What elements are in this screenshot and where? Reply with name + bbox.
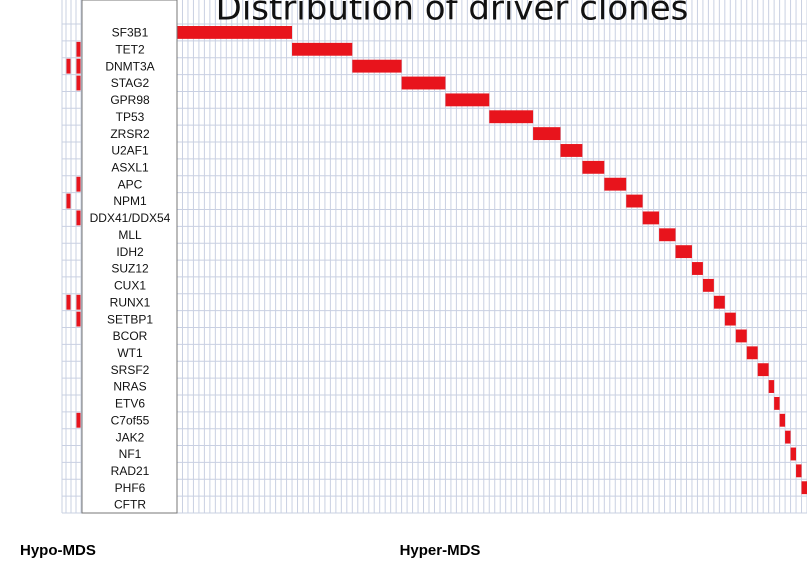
mutation-cell	[76, 176, 81, 192]
gene-label: SUZ12	[111, 262, 149, 276]
mutation-block	[352, 59, 402, 73]
mutation-cell	[76, 311, 81, 327]
mutation-block	[177, 26, 293, 39]
gene-label: JAK2	[116, 430, 145, 444]
mutation-block	[774, 396, 780, 410]
mutation-cell	[76, 294, 81, 310]
gene-label: DDX41/DDX54	[90, 211, 171, 225]
gene-label: C7of55	[111, 413, 150, 427]
gene-label: SETBP1	[107, 312, 153, 326]
mutation-cell	[76, 75, 81, 91]
gene-label-box	[81, 0, 178, 514]
gene-label: MLL	[118, 228, 142, 242]
mutation-block	[489, 110, 534, 124]
gene-label: CUX1	[114, 279, 146, 293]
mutation-cell	[66, 294, 71, 310]
mutation-block	[675, 245, 692, 259]
mutation-block	[713, 295, 725, 309]
labels: SF3B1 TET2 DNMT3A STAG2 GPR98 TP53 ZRSR2 U2AF1 A…	[90, 26, 171, 512]
mutation-block	[735, 329, 747, 343]
mutation-block	[604, 177, 627, 191]
gene-label: ETV6	[115, 397, 145, 411]
group-label: Hyper-MDS	[400, 542, 481, 559]
gene-label: APC	[118, 177, 143, 191]
mutation-block	[582, 160, 605, 174]
mutation-block	[691, 262, 703, 275]
gene-label: DNMT3A	[105, 59, 154, 73]
mutation-block	[724, 312, 736, 326]
gene-label: NF1	[119, 447, 142, 461]
gene-label: TP53	[116, 110, 145, 124]
mutation-block	[659, 228, 676, 242]
mutation-cell	[76, 412, 81, 428]
mutation-block	[796, 464, 802, 478]
mutation-block	[445, 93, 490, 107]
mutation-block	[790, 447, 797, 461]
mutation-block	[768, 380, 775, 393]
mutation-block	[642, 211, 660, 225]
mutation-block	[785, 430, 791, 444]
gene-label: ASXL1	[111, 160, 149, 174]
mutation-cell	[66, 58, 71, 74]
gene-label: PHF6	[115, 481, 146, 495]
mutation-cell	[76, 210, 81, 226]
gene-label: STAG2	[111, 76, 150, 90]
marks	[66, 26, 807, 495]
group-label: Hypo-MDS	[20, 542, 96, 559]
gene-label: NRAS	[113, 380, 146, 394]
mutation-cell	[76, 41, 81, 57]
mutation-block	[401, 76, 446, 90]
grid	[61, 0, 807, 514]
gene-label: BCOR	[113, 329, 148, 343]
mutation-block	[746, 346, 758, 360]
mutation-block	[533, 127, 561, 141]
mutation-block	[702, 278, 714, 292]
mutation-block	[779, 413, 786, 427]
gene-label: NPM1	[113, 194, 147, 208]
gene-label: SRSF2	[111, 363, 150, 377]
mutation-block	[626, 194, 643, 208]
gene-label: RUNX1	[110, 295, 151, 309]
gene-label: GPR98	[110, 93, 150, 107]
gene-label: RAD21	[111, 464, 150, 478]
mutation-block	[801, 481, 807, 495]
gene-label: IDH2	[116, 245, 144, 259]
gene-label: SF3B1	[112, 26, 149, 40]
mutation-block	[292, 42, 353, 56]
gene-label: CFTR	[114, 498, 146, 512]
chart-title: Distribution of driver clones	[216, 0, 689, 29]
mutation-block	[560, 144, 583, 157]
mutation-cell	[66, 193, 71, 209]
gene-label: ZRSR2	[110, 127, 150, 141]
mutation-block	[757, 363, 769, 377]
mutation-cell	[76, 58, 81, 74]
gene-label: WT1	[117, 346, 143, 360]
gene-label: TET2	[115, 42, 145, 56]
gene-label: U2AF1	[111, 144, 149, 158]
